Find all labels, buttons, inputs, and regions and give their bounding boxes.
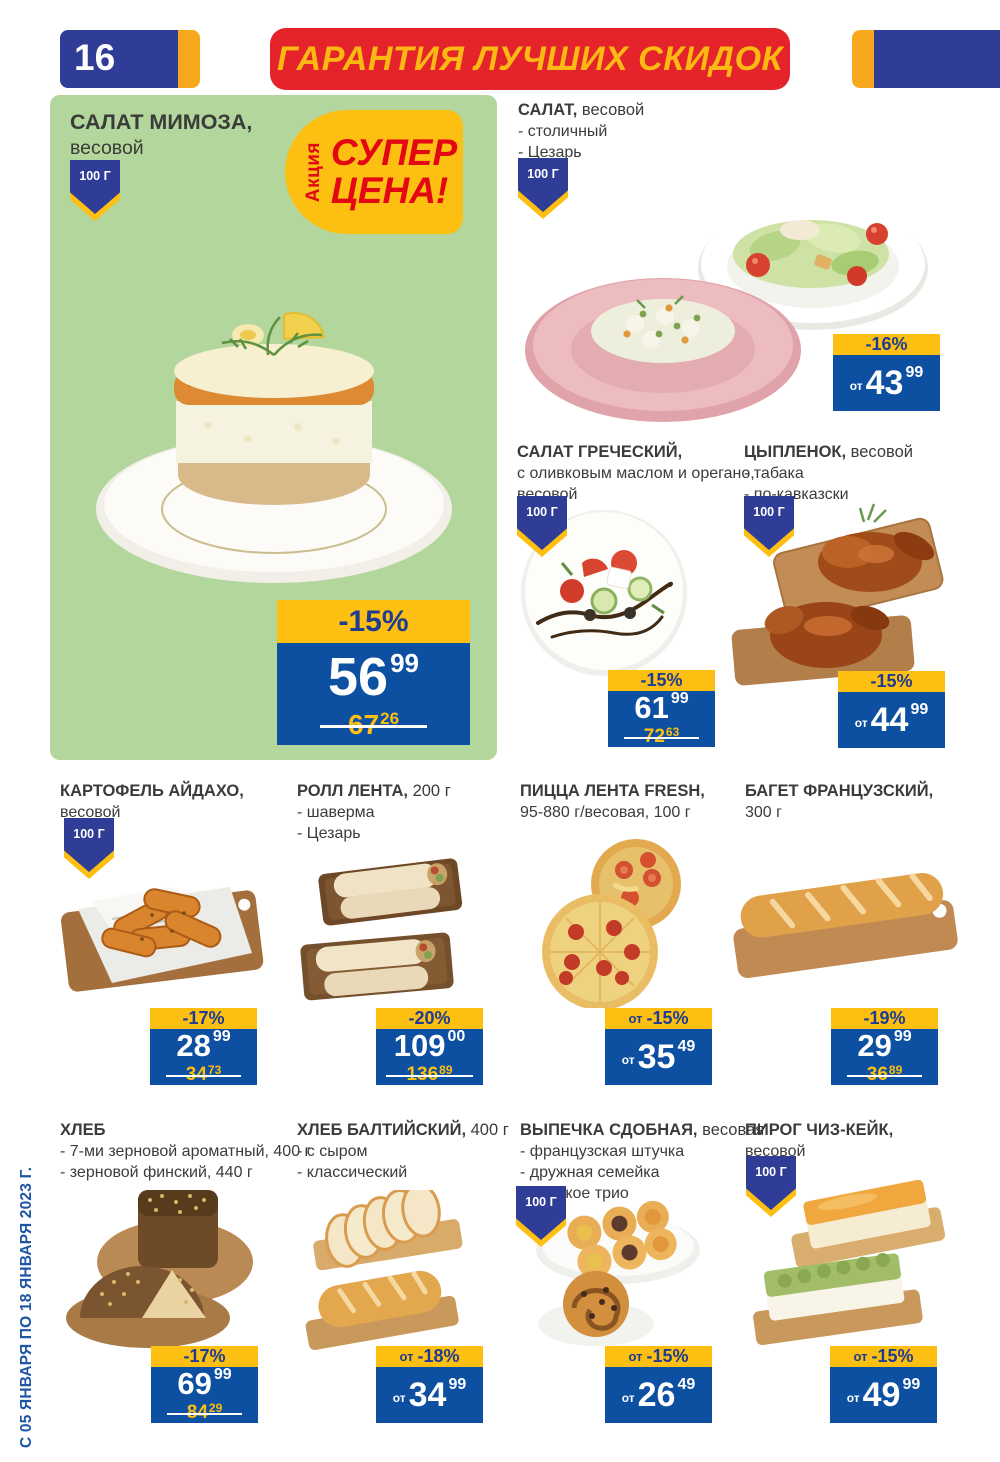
- product-label-baltic-bread: ХЛЕБ БАЛТИЙСКИЙ, 400 г - с сыром - класс…: [297, 1121, 509, 1181]
- price-block-baltic-bread: от -18% от34 99: [376, 1346, 483, 1423]
- discount-badge: от -15%: [605, 1008, 712, 1029]
- current-price: 29 99: [857, 1028, 912, 1063]
- page-title: ГАРАНТИЯ ЛУЧШИХ СКИДОК: [270, 28, 790, 90]
- product-label-cheesecake: ПИРОГ ЧИЗ-КЕЙК, весовой: [745, 1121, 894, 1160]
- current-price: 61 99: [634, 690, 689, 725]
- weight-badge-100g: 100 Г: [746, 1156, 796, 1217]
- weight-badge-100g: 100 Г: [518, 158, 568, 219]
- discount-badge: -15%: [277, 600, 470, 643]
- price-block-potato: -17% 28 99 3473: [150, 1008, 257, 1085]
- discount-badge: -20%: [376, 1008, 483, 1029]
- current-price: от26 49: [621, 1376, 696, 1414]
- discount-badge: -17%: [150, 1008, 257, 1029]
- old-price: 13689: [386, 1064, 473, 1084]
- wraps-image: [290, 838, 480, 1012]
- baguette-image: [726, 850, 964, 988]
- weight-badge-100g: 100 Г: [744, 496, 794, 557]
- old-price: 8429: [166, 1402, 243, 1422]
- product-label-mimoza: САЛАТ МИМОЗА, весовой: [70, 110, 253, 159]
- promo-aktsiya-label: Акция: [302, 141, 324, 203]
- baltic-bread-image: [286, 1190, 478, 1352]
- grilled-chicken-image: [718, 490, 953, 695]
- sweet-pastry-image: [510, 1192, 708, 1350]
- price-block-pastry: от -15% от26 49: [605, 1346, 712, 1423]
- discount-badge: -15%: [608, 670, 715, 691]
- discount-badge: от -15%: [830, 1346, 937, 1367]
- price-block-bread: -17% 69 99 8429: [151, 1346, 258, 1423]
- price-block-roll: -20% 109 00 13689: [376, 1008, 483, 1085]
- page-number-box: 16: [60, 30, 200, 88]
- page-number: 16: [60, 30, 178, 88]
- weight-badge-100g: 100 Г: [64, 818, 114, 879]
- price-block-baguette: -19% 29 99 3689: [831, 1008, 938, 1085]
- current-price: 109 00: [393, 1028, 466, 1063]
- current-price: от44 99: [854, 701, 929, 739]
- weight-badge-100g: 100 Г: [517, 496, 567, 557]
- current-price: 69 99: [177, 1366, 232, 1401]
- product-label-pastry: ВЫПЕЧКА СДОБНАЯ, весовая - французская ш…: [520, 1121, 765, 1202]
- validity-date: С 05 ЯНВАРЯ ПО 18 ЯНВАРЯ 2023 Г.: [18, 1166, 35, 1448]
- product-label-chicken: ЦЫПЛЕНОК, весовой - табака - по-кавказск…: [744, 443, 913, 503]
- potato-wedges-image: [52, 835, 272, 1007]
- header-right-decoration: [852, 30, 1000, 88]
- salads-image: [515, 168, 935, 426]
- discount-badge: -16%: [833, 334, 940, 355]
- discount-badge: от -15%: [605, 1346, 712, 1367]
- promo-super-price-label: СУПЕР ЦЕНА!: [330, 132, 458, 211]
- product-label-potato: КАРТОФЕЛЬ АЙДАХО, весовой: [60, 782, 244, 821]
- price-block-salat: -16% от43 99: [833, 334, 940, 411]
- price-block-pizza: от -15% от35 49: [605, 1008, 712, 1085]
- current-price: от49 99: [846, 1376, 921, 1414]
- old-price: 3473: [165, 1064, 242, 1084]
- pizza-image: [506, 836, 708, 1008]
- product-label-baguette: БАГЕТ ФРАНЦУЗСКИЙ, 300 г: [745, 782, 934, 821]
- discount-badge: -19%: [831, 1008, 938, 1029]
- old-price: 7263: [623, 726, 700, 746]
- discount-badge: от -18%: [376, 1346, 483, 1367]
- current-price: от43 99: [849, 364, 924, 402]
- product-label-roll: РОЛЛ ЛЕНТА, 200 г - шаверма - Цезарь: [297, 782, 451, 842]
- weight-badge-100g: 100 Г: [70, 160, 120, 221]
- price-block-cheesecake: от -15% от49 99: [830, 1346, 937, 1423]
- old-price: 3689: [846, 1064, 923, 1084]
- super-price-badge: Акция СУПЕР ЦЕНА!: [285, 110, 463, 234]
- mimoza-salad-image: [78, 257, 470, 589]
- product-label-pizza: ПИЦЦА ЛЕНТА FRESH, 95-880 г/весовая, 100…: [520, 782, 705, 821]
- discount-badge: -15%: [838, 671, 945, 692]
- page-number-stripe: [178, 30, 200, 88]
- product-label-salat: САЛАТ, весовой - столичный - Цезарь: [518, 101, 645, 161]
- weight-badge-100g: 100 Г: [516, 1186, 566, 1247]
- current-price: 5699: [328, 646, 419, 707]
- product-label-bread: ХЛЕБ - 7-ми зерновой ароматный, 400 г - …: [60, 1121, 311, 1181]
- current-price: 28 99: [176, 1028, 231, 1063]
- price-block-mimoza: -15% 5699 6726: [277, 600, 470, 745]
- price-block-chicken: -15% от44 99: [838, 671, 945, 748]
- cheesecake-image: [730, 1180, 968, 1350]
- greek-salad-image: [512, 505, 697, 680]
- current-price: от34 99: [392, 1376, 467, 1414]
- old-price: 6726: [319, 710, 428, 739]
- current-price: от35 49: [621, 1038, 696, 1076]
- price-block-greek-salad: -15% 61 99 7263: [608, 670, 715, 747]
- grain-bread-image: [50, 1178, 265, 1350]
- discount-badge: -17%: [151, 1346, 258, 1367]
